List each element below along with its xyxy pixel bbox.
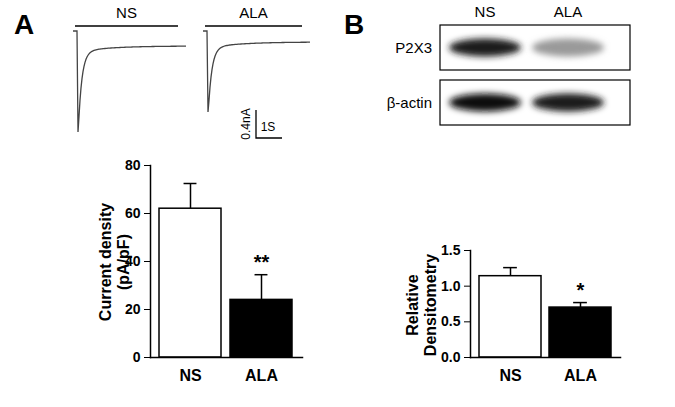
svg-text:1S: 1S (261, 120, 276, 134)
svg-text:60: 60 (125, 205, 141, 221)
svg-text:ALA: ALA (554, 3, 582, 20)
svg-text:NS: NS (179, 367, 202, 384)
svg-text:0.4nA: 0.4nA (239, 108, 253, 139)
svg-text:ALA: ALA (564, 367, 597, 384)
svg-text:A: A (14, 9, 34, 40)
svg-text:0.5: 0.5 (441, 313, 461, 329)
svg-text:P2X3: P2X3 (395, 39, 432, 56)
svg-text:1.0: 1.0 (441, 278, 461, 294)
svg-text:B: B (344, 9, 364, 40)
svg-text:β-actin: β-actin (387, 94, 432, 111)
svg-text:*: * (577, 279, 585, 301)
svg-text:NS: NS (116, 4, 137, 21)
svg-text:ALA: ALA (239, 4, 267, 21)
svg-text:0: 0 (133, 349, 141, 365)
svg-text:20: 20 (125, 301, 141, 317)
svg-text:0.0: 0.0 (441, 349, 461, 365)
svg-text:NS: NS (499, 367, 522, 384)
svg-text:1.5: 1.5 (441, 242, 461, 258)
svg-text:**: ** (254, 251, 270, 273)
svg-text:NS: NS (475, 3, 496, 20)
svg-text:80: 80 (125, 157, 141, 173)
svg-text:ALA: ALA (245, 367, 278, 384)
